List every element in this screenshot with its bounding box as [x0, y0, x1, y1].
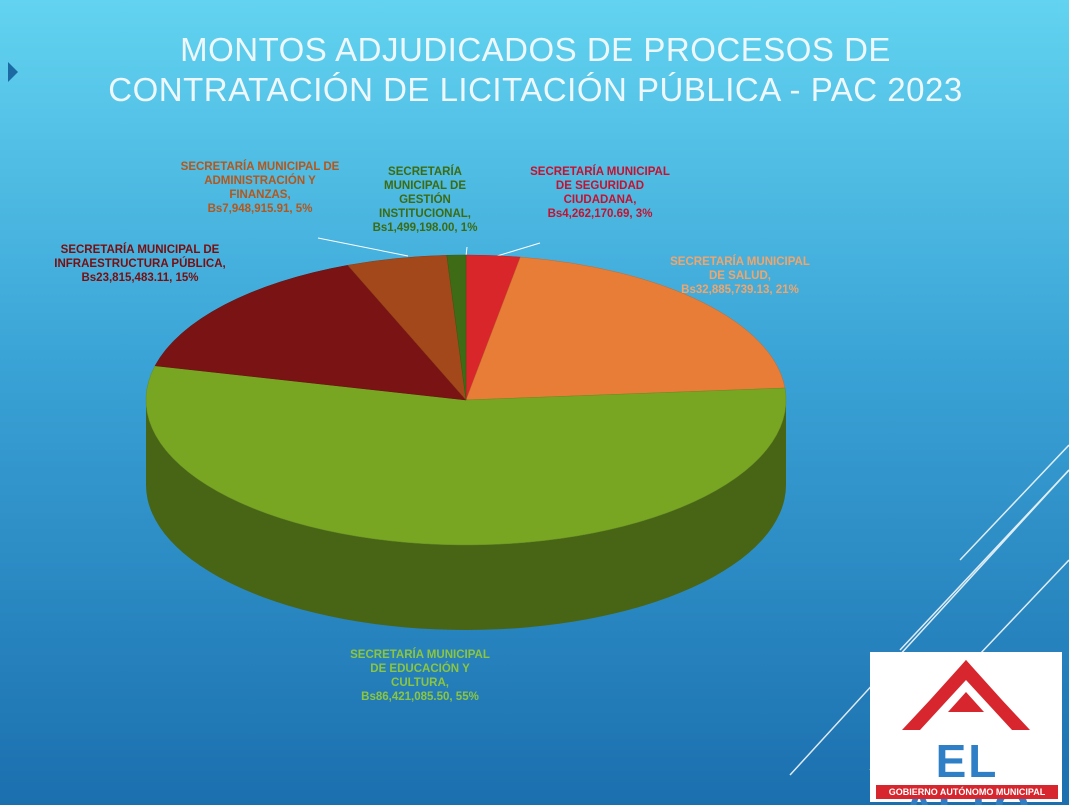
value-label: Bs86,421,085.50, 55% — [361, 691, 479, 703]
category-label: SECRETARÍA MUNICIPAL DE EDUCACIÓN Y CULT… — [350, 649, 490, 689]
data-label: SECRETARÍA MUNICIPAL DE GESTIÓN INSTITUC… — [360, 165, 490, 235]
category-label: SECRETARÍA MUNICIPAL DE SEGURIDAD CIUDAD… — [530, 166, 670, 206]
data-label: SECRETARÍA MUNICIPAL DE ADMINISTRACIÓN Y… — [180, 160, 340, 216]
value-label: Bs23,815,483.11, 15% — [81, 272, 199, 284]
chart-title: MONTOS ADJUDICADOS DE PROCESOS DE CONTRA… — [108, 31, 963, 108]
logo-emblem — [902, 660, 1030, 730]
slice — [465, 256, 786, 401]
bullet-arrow — [8, 62, 18, 82]
pie — [145, 254, 787, 630]
value-label: Bs1,499,198.00, 1% — [372, 222, 478, 234]
data-label: SECRETARÍA MUNICIPAL DE EDUCACIÓN Y CULT… — [345, 648, 495, 704]
value-label: Bs7,948,915.91, 5% — [207, 203, 313, 215]
category-label: SECRETARÍA MUNICIPAL DE SALUD, — [670, 256, 810, 282]
leader-lines — [317, 237, 541, 257]
slice — [154, 264, 467, 401]
slice — [446, 254, 467, 401]
slice — [145, 365, 787, 546]
slice-side — [146, 400, 786, 630]
value-label: Bs32,885,739.13, 21% — [681, 284, 799, 296]
category-label: SECRETARÍA MUNICIPAL DE ADMINISTRACIÓN Y… — [180, 161, 340, 201]
category-label: SECRETARÍA MUNICIPAL DE INFRAESTRUCTURA … — [54, 244, 226, 270]
value-label: Bs4,262,170.69, 3% — [547, 208, 653, 220]
logo-subtitle: GOBIERNO AUTÓNOMO MUNICIPAL — [876, 785, 1058, 799]
category-label: SECRETARÍA MUNICIPAL DE GESTIÓN INSTITUC… — [379, 166, 471, 220]
data-label: SECRETARÍA MUNICIPAL DE SALUD, Bs32,885,7… — [665, 255, 815, 297]
data-label: SECRETARÍA MUNICIPAL DE SEGURIDAD CIUDAD… — [530, 165, 670, 221]
data-label: SECRETARÍA MUNICIPAL DE INFRAESTRUCTURA … — [50, 243, 230, 285]
